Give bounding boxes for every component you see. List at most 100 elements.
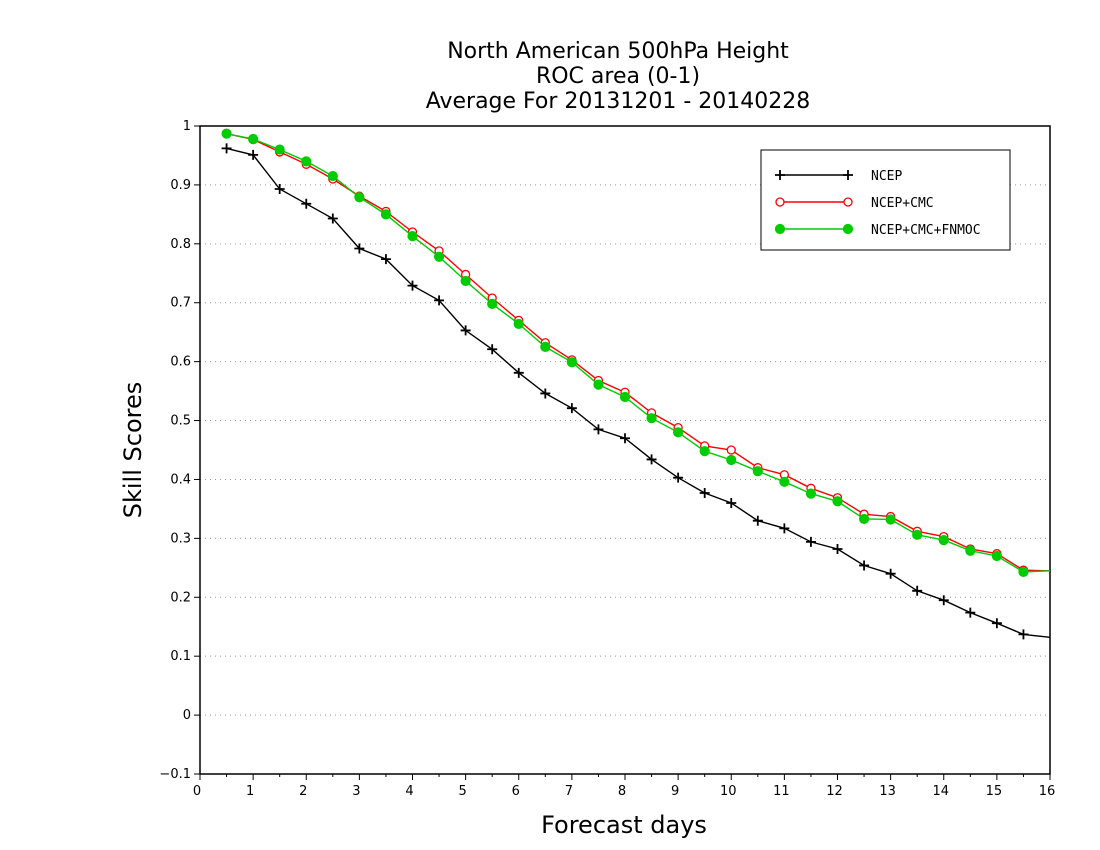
y-tick-label: 0.5 <box>170 414 191 429</box>
data-point <box>301 198 312 209</box>
legend-entry: NCEP+CMC+FNMOC <box>774 223 981 238</box>
data-point <box>779 476 790 487</box>
data-point <box>301 156 312 167</box>
x-tick-label: 0 <box>193 784 201 799</box>
y-tick-label: 0.6 <box>170 355 191 370</box>
data-point <box>775 170 785 180</box>
y-tick-label: 0.4 <box>170 472 191 487</box>
data-point <box>912 529 923 540</box>
data-point <box>248 149 259 160</box>
y-axis-title: Skill Scores <box>119 382 147 519</box>
data-point <box>885 568 896 579</box>
chart-title-line-2: ROC area (0-1) <box>536 64 700 89</box>
x-tick-label: 6 <box>512 784 520 799</box>
legend-label: NCEP <box>871 169 902 184</box>
x-tick-label: 1 <box>246 784 254 799</box>
data-point <box>248 133 259 145</box>
data-point <box>619 391 631 403</box>
data-point <box>912 585 923 596</box>
data-point <box>752 515 763 526</box>
data-point <box>540 388 551 399</box>
legend-label: NCEP+CMC <box>871 196 934 211</box>
x-tick-label: 4 <box>405 784 413 799</box>
data-point <box>327 170 338 182</box>
series-line <box>226 147 1051 638</box>
data-point <box>487 344 498 355</box>
data-point <box>646 413 657 424</box>
data-point <box>566 357 577 368</box>
data-point <box>593 424 604 435</box>
data-point <box>752 466 763 477</box>
data-point <box>354 192 365 203</box>
data-point <box>774 223 786 235</box>
data-point <box>726 498 737 509</box>
data-point <box>699 446 710 457</box>
legend-entry: NCEP+CMC <box>775 196 934 211</box>
data-point <box>1018 629 1029 640</box>
x-tick-label: 8 <box>618 784 626 799</box>
data-point <box>858 513 870 525</box>
data-point <box>965 545 976 556</box>
data-point <box>566 403 577 414</box>
data-point <box>593 379 604 390</box>
series-ncep <box>221 143 1051 640</box>
data-point <box>779 523 790 534</box>
data-point <box>434 295 445 306</box>
data-point <box>843 197 853 207</box>
data-point <box>699 488 710 499</box>
data-point <box>433 251 445 262</box>
data-point <box>487 298 498 310</box>
data-point <box>965 607 976 618</box>
data-point <box>842 223 854 235</box>
axis-ticks: −0.100.10.20.30.40.50.60.70.80.910 1 2 3 4 5 6… <box>159 119 1055 799</box>
data-point <box>673 427 684 438</box>
data-point <box>991 618 1002 629</box>
data-point <box>843 170 853 180</box>
data-point <box>513 318 524 330</box>
y-tick-label: 1 <box>183 119 191 134</box>
y-tick-label: 0.2 <box>170 590 191 605</box>
data-point <box>327 213 338 224</box>
data-point <box>832 496 843 507</box>
gridlines <box>200 184 1050 716</box>
data-point <box>407 231 418 242</box>
data-point <box>274 144 285 155</box>
series-ncep-cmc-fnmoc <box>221 128 1051 578</box>
x-tick-label: 9 <box>671 784 679 799</box>
data-point <box>805 536 816 547</box>
x-tick-label: 15 <box>986 784 1003 799</box>
legend-box <box>760 149 1011 251</box>
data-point <box>1018 566 1029 578</box>
y-tick-label: 0.9 <box>170 178 191 193</box>
data-point <box>540 341 551 353</box>
data-point <box>938 535 949 546</box>
x-tick-label: 7 <box>565 784 573 799</box>
legend-label: NCEP+CMC+FNMOC <box>871 223 981 238</box>
x-tick-label: 2 <box>299 784 307 799</box>
data-point <box>460 275 471 287</box>
data-point <box>620 433 630 444</box>
x-tick-label: 5 <box>458 784 466 799</box>
x-tick-label: 11 <box>773 784 790 799</box>
x-tick-label: 16 <box>1039 784 1056 799</box>
data-point <box>726 445 736 455</box>
y-tick-label: −0.1 <box>159 767 191 782</box>
y-tick-label: 0.7 <box>170 296 191 311</box>
legend-entry: NCEP <box>775 169 902 184</box>
data-point <box>221 128 232 139</box>
data-point <box>885 514 896 525</box>
data-point <box>673 472 684 483</box>
data-point <box>646 454 657 465</box>
data-point <box>775 197 785 207</box>
data-point <box>726 454 737 466</box>
series-line <box>226 133 1051 573</box>
data-point <box>938 595 949 606</box>
x-tick-label: 12 <box>826 784 843 799</box>
data-series <box>221 128 1051 640</box>
data-point <box>407 280 418 291</box>
chart-title-line-3: Average For 20131201 - 20140228 <box>426 89 811 114</box>
data-point <box>380 209 392 220</box>
data-point <box>460 325 471 336</box>
data-point <box>354 243 365 254</box>
